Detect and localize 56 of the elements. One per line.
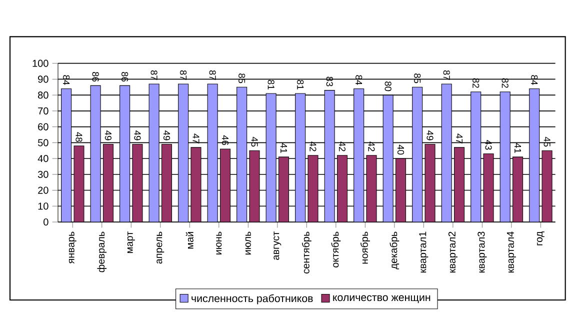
data-label: 87	[150, 70, 158, 80]
x-tick-label: год	[537, 231, 544, 246]
data-label: 87	[180, 70, 187, 80]
data-label: 41	[280, 143, 287, 153]
x-tick-label: январь	[68, 232, 76, 264]
data-label: 42	[310, 142, 316, 152]
data-label: 83	[326, 76, 333, 86]
y-tick-label: 90	[38, 76, 48, 83]
data-label: 42	[338, 142, 346, 152]
x-tick-label: декабрь	[390, 232, 400, 270]
data-label: 80	[384, 81, 392, 92]
data-label: 84	[356, 75, 362, 85]
x-tick-label: октябрь	[331, 232, 341, 268]
legend-label: количество женщин	[333, 295, 430, 304]
x-tick-label: февраль	[97, 232, 107, 272]
data-label: 47	[192, 134, 200, 144]
data-label: 49	[104, 130, 112, 140]
data-label: 81	[268, 80, 274, 90]
x-tick-label: квартал2	[448, 232, 458, 273]
x-tick-label: июнь	[216, 232, 222, 254]
x-tick-label: август	[274, 231, 282, 260]
x-tick-label: июль	[245, 232, 251, 255]
legend-label: численность работников	[192, 294, 313, 304]
x-tick-label: сентябрь	[302, 232, 312, 274]
data-label: 47	[456, 134, 462, 144]
y-tick-label: 100	[32, 60, 48, 67]
data-label: 40	[397, 144, 404, 155]
data-label: 43	[485, 140, 492, 150]
data-label: 49	[426, 130, 434, 140]
y-tick-label: 80	[38, 92, 48, 99]
y-tick-label: 40	[38, 154, 48, 162]
y-tick-label: 10	[38, 202, 48, 210]
y-tick-label: 60	[38, 123, 48, 130]
data-label: 81	[297, 80, 304, 90]
x-tick-label: апрель	[156, 232, 164, 264]
data-label: 87	[209, 70, 216, 80]
y-tick-label: 30	[38, 170, 48, 178]
data-label: 87	[443, 70, 450, 80]
data-label: 86	[92, 72, 99, 82]
x-tick-label: ноябрь	[360, 232, 370, 264]
x-tick-label: май	[186, 232, 194, 249]
y-tick-label: 20	[38, 186, 48, 194]
data-label: 49	[163, 130, 170, 140]
y-tick-label: 70	[38, 107, 48, 114]
data-label: 48	[76, 132, 82, 142]
y-tick-label: 50	[38, 139, 48, 146]
data-label: 42	[368, 142, 375, 152]
x-tick-label: квартал1	[419, 232, 428, 273]
data-label: 49	[134, 130, 141, 140]
x-tick-label: квартал3	[478, 232, 487, 273]
y-tick-label: 0	[44, 218, 48, 226]
data-label: 46	[222, 135, 229, 145]
data-label: 41	[514, 143, 521, 153]
x-tick-label: март	[127, 231, 135, 253]
x-tick-label: квартал4	[506, 232, 516, 273]
data-label: 86	[122, 72, 128, 82]
